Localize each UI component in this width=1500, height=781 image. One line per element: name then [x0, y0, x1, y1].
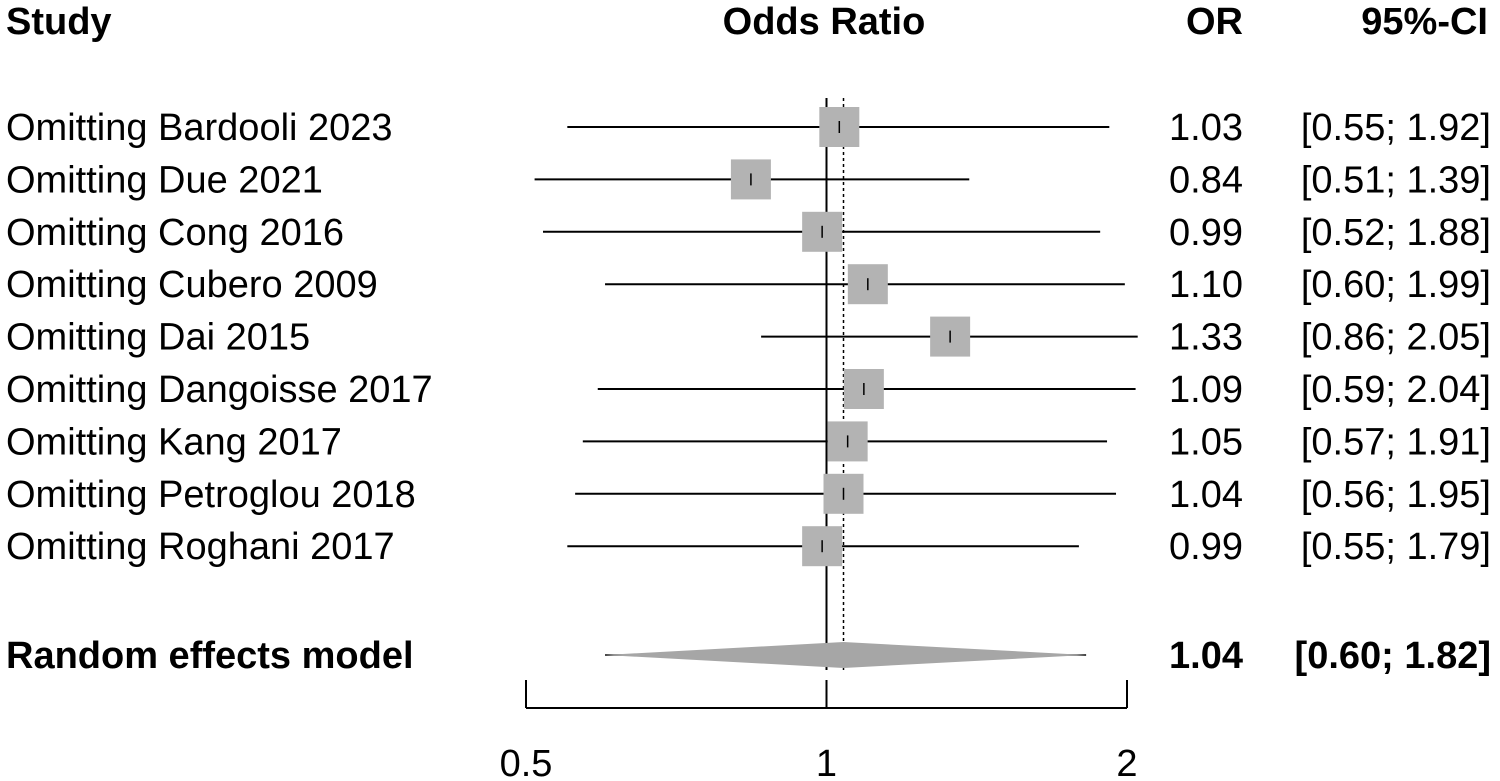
study-label: Omitting Cong 2016 [6, 212, 344, 254]
or-value: 0.99 [1169, 212, 1243, 254]
or-value: 1.09 [1169, 369, 1243, 411]
ci-value: [0.55; 1.79] [1301, 526, 1491, 568]
header-odds-ratio: Odds Ratio [723, 1, 926, 43]
x-axis: 0.5 1 2 [500, 680, 1138, 781]
study-label: Omitting Dai 2015 [6, 317, 310, 359]
ci-value: [0.57; 1.91] [1301, 421, 1491, 463]
ci-value: [0.55; 1.92] [1301, 107, 1491, 149]
ci-value: [0.52; 1.88] [1301, 212, 1491, 254]
study-label: Omitting Kang 2017 [6, 421, 342, 463]
header-ci: 95%-CI [1361, 1, 1488, 43]
ci-value: [0.59; 2.04] [1301, 369, 1491, 411]
study-label: Omitting Petroglou 2018 [6, 474, 416, 516]
study-label: Omitting Dangoisse 2017 [6, 369, 433, 411]
study-label: Omitting Roghani 2017 [6, 526, 395, 568]
or-value: 1.04 [1169, 474, 1243, 516]
ci-value: [0.56; 1.95] [1301, 474, 1491, 516]
summary-diamond [605, 642, 1087, 668]
or-value: 1.33 [1169, 317, 1243, 359]
header-or: OR [1186, 1, 1243, 43]
or-value: 1.03 [1169, 107, 1243, 149]
x-tick-label: 1 [816, 743, 837, 781]
study-label: Omitting Cubero 2009 [6, 264, 378, 306]
study-label: Omitting Due 2021 [6, 159, 323, 201]
or-value: 0.99 [1169, 526, 1243, 568]
x-tick-label: 2 [1116, 743, 1137, 781]
or-value: 1.10 [1169, 264, 1243, 306]
header-study: Study [6, 1, 112, 43]
or-value: 0.84 [1169, 159, 1243, 201]
summary-ci-value: [0.60; 1.82] [1295, 635, 1491, 677]
x-tick-label: 0.5 [500, 743, 553, 781]
study-label: Omitting Bardooli 2023 [6, 107, 393, 149]
summary-or-value: 1.04 [1169, 635, 1243, 677]
ci-value: [0.60; 1.99] [1301, 264, 1491, 306]
ci-value: [0.86; 2.05] [1301, 317, 1491, 359]
summary-label: Random effects model [6, 635, 414, 677]
or-value: 1.05 [1169, 421, 1243, 463]
ci-value: [0.51; 1.39] [1301, 159, 1491, 201]
